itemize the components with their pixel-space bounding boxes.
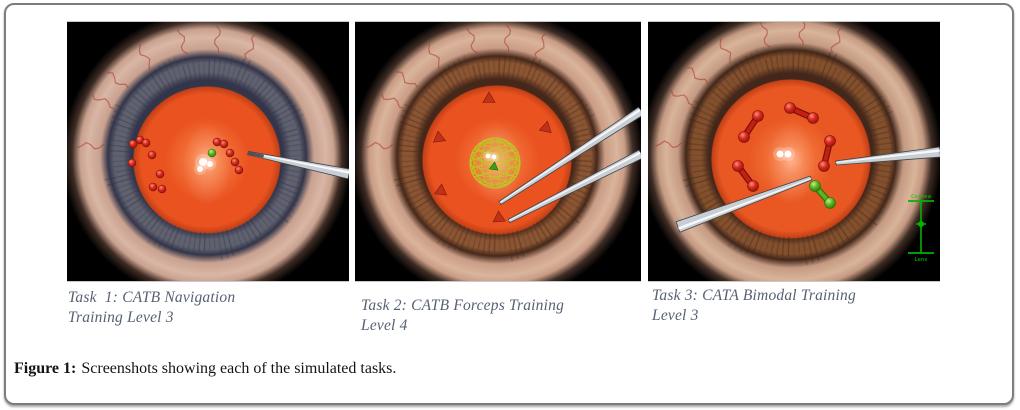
caption-line: Level 3 <box>652 307 699 324</box>
panel-task-3-image: Cornea Lens <box>648 22 940 281</box>
caption-line: Level 4 <box>361 317 408 334</box>
figure-label: Figure 1: <box>14 360 77 377</box>
figure-caption-text: Screenshots showing each of the simulate… <box>81 360 397 377</box>
panel-caption-task-3: Task 3: CATA Bimodal Training Level 3 <box>652 286 856 326</box>
panel-task-1-image <box>67 22 349 281</box>
panel-task-2-image <box>355 22 641 281</box>
panel-caption-task-1: Task 1: CATB Navigation Training Level 3 <box>68 288 235 328</box>
svg-text:Cornea: Cornea <box>911 194 931 200</box>
simulated-eye-view <box>355 22 641 281</box>
overlay-graphics <box>76 26 349 261</box>
caption-line: Task 3: CATA Bimodal Training <box>652 287 856 304</box>
overlay-graphics: Cornea Lens <box>655 22 940 265</box>
caption-line: Training Level 3 <box>68 309 174 326</box>
caption-line: Task 1: CATB Navigation <box>68 289 236 306</box>
panel-caption-task-2: Task 2: CATB Forceps Training Level 4 <box>361 296 564 336</box>
svg-text:Lens: Lens <box>914 257 927 263</box>
simulated-eye-view <box>648 22 940 281</box>
simulated-eye-view <box>67 22 349 281</box>
overlay-graphics <box>365 25 641 262</box>
caption-line: Task 2: CATB Forceps Training <box>361 297 565 314</box>
figure-caption: Figure 1: Screenshots showing each of the… <box>14 358 974 379</box>
figure-card: Cornea Lens Task 1: CATB Navigation Train… <box>4 3 1014 405</box>
